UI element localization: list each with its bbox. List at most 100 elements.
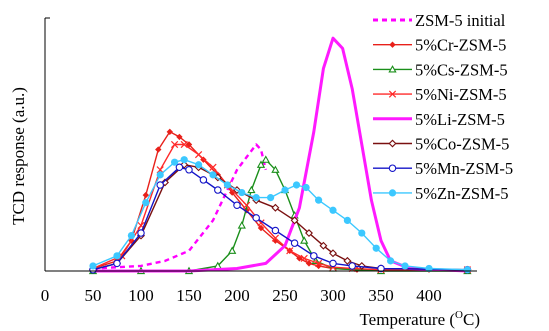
data-point-5-cs-zsm-5-4 — [228, 246, 237, 254]
data-point-5-ni-zsm-5-4-stroke-b — [170, 140, 179, 149]
plot-area — [88, 36, 472, 275]
x-axis-label-superscript: O — [455, 309, 463, 321]
data-point-5-cs-zsm-5-9 — [271, 165, 280, 173]
data-point-5-ni-zsm-5-9 — [242, 201, 251, 209]
legend-item-5-cs-zsm-5: 5%Cs-ZSM-5 — [373, 60, 508, 79]
legend-label-5-cr-zsm-5: 5%Cr-ZSM-5 — [415, 36, 506, 55]
data-point-5-zn-zsm-5-21 — [387, 257, 395, 265]
data-point-5-cs-zsm-5-6 — [247, 185, 256, 194]
legend-marker-5-zn-zsm-5 — [388, 189, 397, 197]
legend-item-5-mn-zsm-5: 5%Mn-ZSM-5 — [373, 159, 513, 178]
data-point-5-zn-zsm-5-8 — [209, 171, 217, 179]
legend-item-5-zn-zsm-5: 5%Zn-ZSM-5 — [373, 184, 509, 203]
data-point-5-cr-zsm-5-12 — [257, 224, 265, 232]
legend-marker-5-ni-zsm-5 — [388, 90, 397, 98]
data-point-5-ni-zsm-5-2-stroke-b — [137, 221, 145, 230]
data-point-5-cs-zsm-5-12 — [300, 236, 309, 244]
data-point-5-ni-zsm-5-10-stroke-b — [257, 219, 265, 227]
x-tick-label-300: 300 — [320, 286, 346, 305]
legend-item-zsm-5-initial: ZSM-5 initial — [373, 11, 506, 30]
data-point-5-cs-zsm-5-5 — [237, 221, 246, 229]
data-point-5-ni-zsm-5-11-stroke-b — [271, 234, 280, 242]
axes: 0 50 100 150 200 250 300 350 400 — [41, 17, 477, 305]
legend-marker-5-cs-zsm-5 — [388, 65, 397, 73]
data-point-5-mn-zsm-5-7 — [214, 186, 222, 194]
data-point-5-ni-zsm-5-13-stroke-b — [300, 254, 308, 262]
data-point-5-zn-zsm-5-4 — [156, 171, 164, 179]
x-tick-label-150: 150 — [176, 286, 202, 305]
series-line-5-zn-zsm-5 — [92, 158, 468, 271]
data-point-5-mn-zsm-5-14 — [348, 262, 356, 270]
data-point-5-zn-zsm-5-9 — [223, 181, 231, 189]
series-5-zn-zsm-5 — [89, 156, 471, 274]
x-tick-label-50: 50 — [85, 286, 102, 305]
data-point-5-ni-zsm-5-6 — [194, 150, 203, 159]
data-point-5-co-zsm-5-11 — [305, 229, 313, 238]
data-point-5-ni-zsm-5-7 — [209, 163, 217, 171]
data-point-5-co-zsm-5-12 — [319, 241, 328, 250]
data-point-5-zn-zsm-5-18 — [343, 216, 351, 224]
legend-label-5-zn-zsm-5: 5%Zn-ZSM-5 — [415, 184, 509, 203]
data-point-5-zn-zsm-5-23 — [425, 264, 433, 273]
data-point-5-ni-zsm-5-11 — [271, 234, 280, 242]
data-point-5-ni-zsm-5-9-stroke-b — [242, 201, 251, 209]
x-tick-label-250: 250 — [272, 286, 298, 305]
data-point-5-zn-zsm-5-1 — [113, 252, 121, 260]
data-point-5-co-zsm-5-14 — [343, 256, 352, 265]
data-point-5-co-zsm-5-10 — [290, 216, 299, 225]
data-point-5-zn-zsm-5-15 — [302, 183, 310, 192]
data-point-5-zn-zsm-5-20 — [372, 244, 380, 252]
data-point-5-mn-zsm-5-6 — [199, 176, 208, 184]
data-point-5-cr-zsm-5-5 — [166, 128, 173, 136]
data-point-5-mn-zsm-5-13 — [329, 259, 337, 268]
legend-label-5-ni-zsm-5: 5%Ni-ZSM-5 — [415, 85, 507, 104]
data-point-5-mn-zsm-5-3 — [156, 181, 164, 189]
data-point-5-co-zsm-5-9 — [271, 203, 280, 212]
data-point-5-mn-zsm-5-15 — [377, 264, 385, 273]
data-point-5-co-zsm-5-13 — [329, 249, 337, 258]
data-point-5-ni-zsm-5-3-stroke-b — [156, 166, 164, 174]
series-5-cs-zsm-5 — [88, 155, 472, 275]
data-point-5-zn-zsm-5-17 — [329, 206, 337, 214]
y-axis-label: TCD response (a.u.) — [9, 87, 28, 225]
data-point-5-zn-zsm-5-3 — [142, 199, 150, 207]
legend-item-5-ni-zsm-5: 5%Ni-ZSM-5 — [373, 85, 507, 104]
data-point-5-zn-zsm-5-16 — [315, 196, 323, 204]
legend-marker-5-cr-zsm-5 — [389, 41, 396, 48]
data-point-5-cr-zsm-5-7 — [185, 141, 193, 148]
legend-label-5-cs-zsm-5: 5%Cs-ZSM-5 — [415, 60, 508, 79]
data-point-5-zn-zsm-5-19 — [358, 229, 366, 237]
legend-marker-5-co-zsm-5 — [388, 139, 397, 148]
legend: ZSM-5 initial 5%Cr-ZSM-5 5%Cs-ZSM-5 5%Ni-ZS… — [373, 11, 513, 203]
data-point-5-cr-zsm-5-4 — [155, 146, 162, 153]
data-point-5-zn-zsm-5-14 — [292, 181, 301, 189]
series-5-li-zsm-5 — [93, 36, 468, 273]
data-point-5-zn-zsm-5-6 — [180, 156, 188, 164]
x-axis-label-main: Temperature ( — [359, 310, 455, 329]
legend-marker-5-mn-zsm-5 — [388, 164, 397, 172]
legend-item-5-cr-zsm-5: 5%Cr-ZSM-5 — [373, 36, 506, 55]
data-point-5-mn-zsm-5-11 — [290, 239, 299, 247]
data-point-5-ni-zsm-5-12-stroke-b — [286, 247, 294, 255]
series-line-5-li-zsm-5 — [93, 36, 468, 273]
data-point-5-mn-zsm-5-4 — [175, 163, 184, 172]
data-point-5-zn-zsm-5-2 — [127, 231, 135, 240]
data-point-5-mn-zsm-5-5 — [185, 166, 193, 174]
data-point-5-zn-zsm-5-5 — [171, 158, 179, 166]
data-point-5-zn-zsm-5-13 — [281, 186, 289, 194]
x-tick-label-400: 400 — [416, 286, 442, 305]
series-line-5-cs-zsm-5 — [93, 158, 468, 272]
x-axis-label: Temperature (OC) — [359, 309, 480, 329]
legend-item-5-co-zsm-5: 5%Co-ZSM-5 — [373, 135, 509, 154]
data-point-5-cr-zsm-5-6 — [176, 133, 183, 141]
data-point-5-mn-zsm-5-2 — [137, 229, 145, 237]
data-point-5-zn-zsm-5-7 — [195, 161, 203, 169]
data-point-5-cr-zsm-5-16 — [305, 260, 313, 267]
legend-label-zsm-5-initial: ZSM-5 initial — [415, 11, 506, 30]
legend-label-5-mn-zsm-5: 5%Mn-ZSM-5 — [415, 159, 513, 178]
data-point-5-mn-zsm-5-1 — [113, 259, 121, 268]
data-point-5-ni-zsm-5-14-stroke-b — [314, 259, 323, 268]
data-point-5-ni-zsm-5-3 — [156, 166, 164, 174]
data-point-5-ni-zsm-5-5 — [180, 140, 188, 149]
